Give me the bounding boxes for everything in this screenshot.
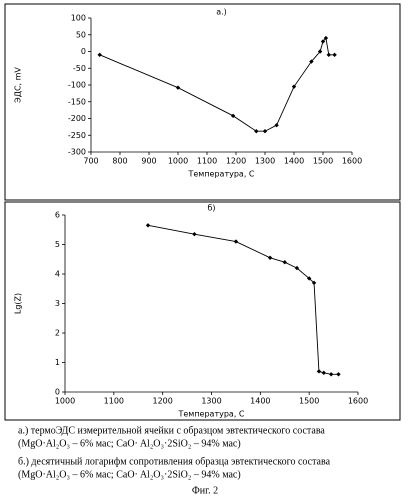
y-tick-label: 3 <box>55 299 60 308</box>
x-tick-label: 1400 <box>284 157 304 166</box>
y-tick-label: 4 <box>55 270 60 279</box>
y-tick-label: -300 <box>68 148 86 157</box>
x-tick-label: 800 <box>112 157 127 166</box>
y-tick-label: 1 <box>55 358 60 367</box>
caption: (MgO·Al₂O₃ – 6% мас; CaO· Al₂O₃·2SiO₂ – … <box>18 469 241 480</box>
y-axis-label: Lg(Z) <box>14 293 23 314</box>
x-tick-label: 1500 <box>299 397 319 406</box>
y-tick-label: -250 <box>68 131 86 140</box>
x-tick-label: 1000 <box>55 397 75 406</box>
y-tick-label: -200 <box>68 114 86 123</box>
data-point <box>332 53 336 57</box>
data-point <box>268 256 272 260</box>
data-point <box>146 223 150 227</box>
data-point <box>327 53 331 57</box>
caption: (MgO·Al₂O₃ – 6% мас; CaO· Al₂O₃·2SiO₂ – … <box>18 438 241 449</box>
chart-title: а.) <box>216 8 227 17</box>
x-tick-label: 1200 <box>226 157 246 166</box>
data-point <box>317 369 321 373</box>
x-tick-label: 1100 <box>197 157 217 166</box>
y-axis-label: ЭДС, mV <box>14 67 23 103</box>
x-tick-label: 1100 <box>104 397 124 406</box>
figure: а.) термоЭДС измерительной ячейки с обра… <box>0 0 410 499</box>
x-tick-label: 1600 <box>342 157 362 166</box>
x-tick-label: 1400 <box>250 397 270 406</box>
y-tick-label: -50 <box>73 64 86 73</box>
y-tick-label: 0 <box>81 47 86 56</box>
data-point <box>336 372 340 376</box>
data-point <box>98 53 102 57</box>
x-tick-label: 700 <box>83 157 98 166</box>
panel-frame <box>5 202 400 420</box>
x-tick-label: 1200 <box>152 397 172 406</box>
data-point <box>234 239 238 243</box>
y-tick-label: 6 <box>55 211 60 220</box>
x-tick-label: 1600 <box>348 397 368 406</box>
y-tick-label: 5 <box>55 240 60 249</box>
x-axis-label: Температура, C <box>177 410 244 419</box>
data-point <box>176 85 180 89</box>
x-tick-label: 1300 <box>201 397 221 406</box>
data-point <box>192 232 196 236</box>
x-tick-label: 1500 <box>313 157 333 166</box>
data-point <box>329 372 333 376</box>
x-axis-label: Температура, C <box>187 170 254 179</box>
x-tick-label: 1000 <box>168 157 188 166</box>
y-tick-label: 0 <box>55 388 60 397</box>
x-tick-label: 1300 <box>255 157 275 166</box>
y-tick-label: 100 <box>71 14 86 23</box>
data-point <box>263 129 267 133</box>
x-tick-label: 900 <box>141 157 156 166</box>
chart-title: б) <box>207 204 215 213</box>
data-point <box>283 260 287 264</box>
caption: а.) термоЭДС измерительной ячейки с обра… <box>18 425 325 436</box>
data-point <box>322 371 326 375</box>
caption: б.) десятичный логарифм сопротивления об… <box>18 456 331 467</box>
y-tick-label: 2 <box>55 329 60 338</box>
data-line <box>100 38 335 131</box>
y-tick-label: -150 <box>68 97 86 106</box>
y-tick-label: 50 <box>76 30 86 39</box>
data-line <box>148 225 338 374</box>
data-point <box>274 123 278 127</box>
figure-label: Фиг. 2 <box>192 485 218 496</box>
y-tick-label: -100 <box>68 81 86 90</box>
